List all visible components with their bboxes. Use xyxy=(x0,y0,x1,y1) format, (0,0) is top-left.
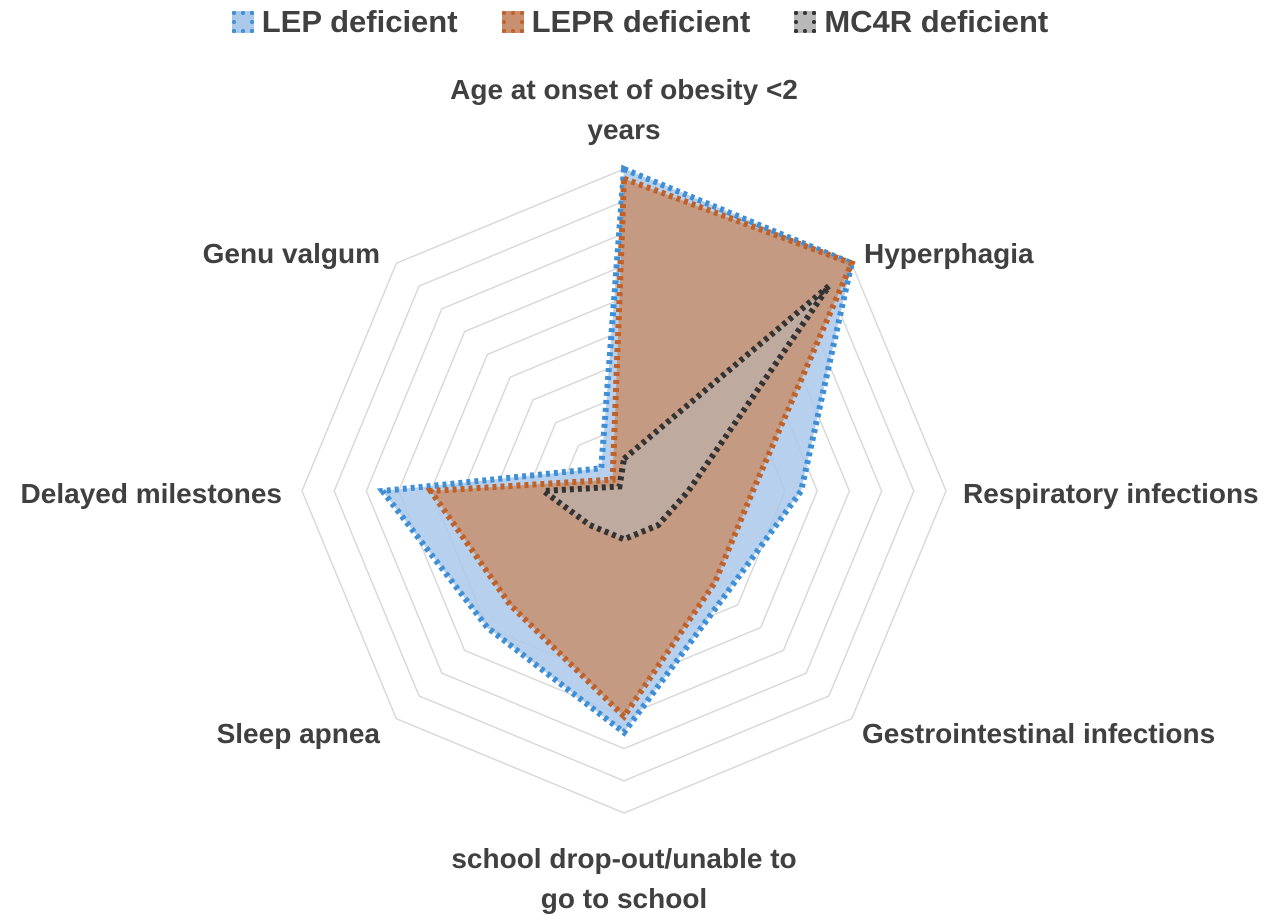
series-mc4r-area xyxy=(535,283,832,543)
legend-swatch-lep xyxy=(231,11,254,33)
chart-legend: LEP deficient LEPR deficient MC4R defici… xyxy=(0,0,1280,44)
legend-item-lepr: LEPR deficient xyxy=(501,4,751,40)
category-label-1: Age at onset of obesity <2 years xyxy=(450,74,798,145)
category-label-6: Sleep apnea xyxy=(217,718,381,749)
grid-ring-8 xyxy=(365,232,883,750)
category-label-8: Genu valgum xyxy=(203,238,380,269)
category-label-5: school drop-out/unable to go to school xyxy=(451,843,796,914)
legend-swatch-mc4r xyxy=(794,11,817,33)
legend-label-lep: LEP deficient xyxy=(261,4,458,39)
legend-label-mc4r: MC4R deficient xyxy=(824,4,1049,39)
category-label-2: Hyperphagia xyxy=(864,238,1034,269)
grid-ring-9 xyxy=(333,200,915,782)
legend-item-lep: LEP deficient xyxy=(231,4,458,40)
category-label-7: Delayed milestones xyxy=(21,478,282,509)
grid-ring-10 xyxy=(301,168,947,814)
category-label-3: Respiratory infections xyxy=(963,478,1259,509)
legend-swatch-lepr xyxy=(501,11,524,33)
category-label-4: Gestrointestinal infections xyxy=(862,718,1215,749)
legend-item-mc4r: MC4R deficient xyxy=(794,4,1048,40)
legend-label-lepr: LEPR deficient xyxy=(531,4,751,39)
